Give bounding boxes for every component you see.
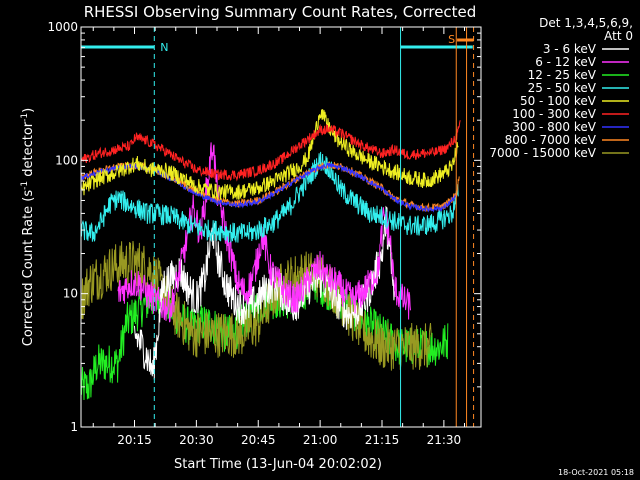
x-tick-label: 21:30: [427, 433, 462, 447]
legend-label: 100 - 300 keV: [512, 107, 596, 121]
plot-area: NS: [80, 27, 475, 427]
y-axis-label-main: Corrected Count Rate (s: [21, 190, 36, 347]
legend-header-attenuator: Att 0: [604, 29, 633, 43]
x-axis: 20:15 20:30 20:45 21:00 21:15 21:30: [92, 27, 466, 447]
chart-title: RHESSI Observing Summary Count Rates, Co…: [84, 3, 477, 21]
y-tick-label: 100: [55, 153, 78, 167]
series-line: [80, 109, 459, 201]
x-tick-label: 20:30: [179, 433, 214, 447]
y-axis-label-mid: detector: [21, 121, 36, 181]
y-tick-label: 10: [63, 287, 78, 301]
y-axis-label-exp2: -1: [20, 113, 30, 122]
y-axis-label-end: ): [21, 108, 36, 113]
legend-label: 25 - 50 keV: [528, 81, 597, 95]
series-line: [80, 240, 432, 371]
y-axis: 1 10 100 1000: [47, 20, 481, 434]
legend-label: 800 - 7000 keV: [505, 133, 597, 147]
legend-label: 12 - 25 keV: [528, 68, 597, 82]
legend-header-detectors: Det 1,3,4,5,6,9,: [539, 16, 633, 30]
plot-frame: [80, 26, 482, 428]
x-tick-label: 21:15: [365, 433, 400, 447]
x-tick-label: 20:45: [241, 433, 276, 447]
series-line: [80, 120, 461, 182]
legend-label: 7000 - 15000 keV: [489, 146, 596, 160]
x-tick-label: 20:15: [117, 433, 152, 447]
y-axis-label: Corrected Count Rate (s-1 detector-1): [20, 108, 36, 346]
x-tick-label: 21:00: [303, 433, 338, 447]
footer-timestamp: 18-Oct-2021 05:18: [558, 468, 634, 477]
x-axis-label: Start Time (13-Jun-04 20:02:02): [174, 457, 382, 472]
y-tick-label: 1: [70, 420, 78, 434]
y-axis-label-exp1: -1: [20, 181, 30, 190]
y-tick-label: 1000: [47, 20, 78, 34]
saa-label: S: [448, 33, 455, 46]
legend-label: 300 - 800 keV: [512, 120, 596, 134]
legend-label: 3 - 6 keV: [543, 42, 597, 56]
legend-label: 50 - 100 keV: [520, 94, 597, 108]
night-label: N: [160, 41, 168, 54]
series-line: [80, 151, 459, 243]
legend-label: 6 - 12 keV: [535, 55, 597, 69]
